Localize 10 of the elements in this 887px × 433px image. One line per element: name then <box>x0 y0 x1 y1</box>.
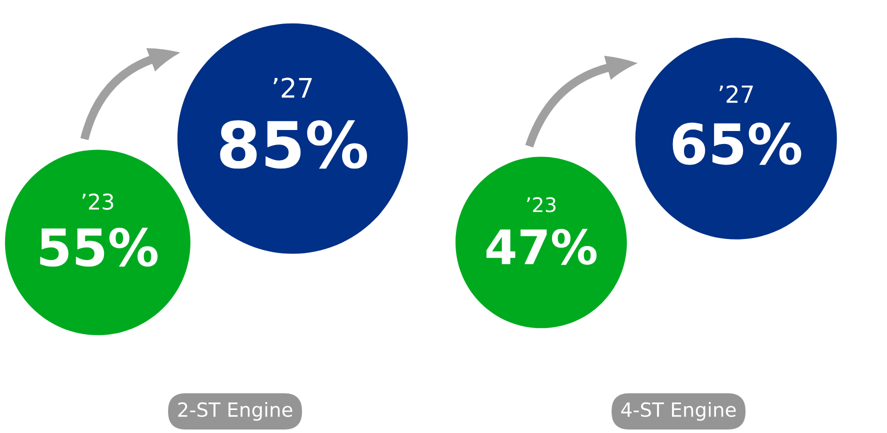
category-label: ’23 <box>527 197 556 212</box>
data-label: 47% <box>486 228 597 265</box>
category-label: ’27 <box>274 78 312 98</box>
text: 4-ST Engine <box>621 402 736 421</box>
category-label: ’27 <box>719 85 753 103</box>
data-label: 85% <box>220 120 368 169</box>
data-label: 55% <box>40 228 158 267</box>
category-label: ’23 <box>82 193 114 210</box>
text: 2-ST Engine <box>178 402 292 421</box>
data-label: 65% <box>672 122 802 165</box>
